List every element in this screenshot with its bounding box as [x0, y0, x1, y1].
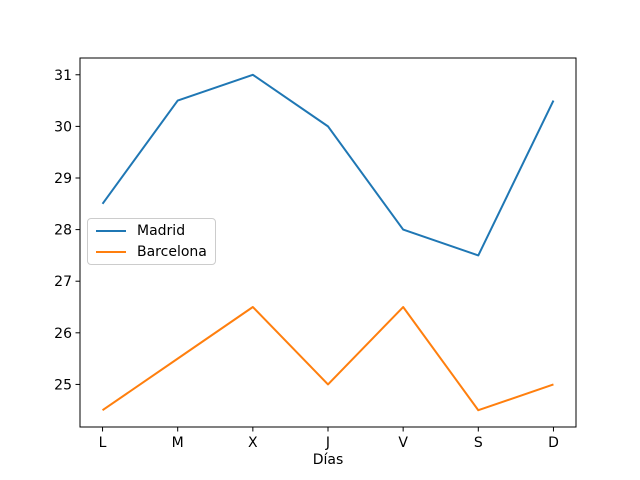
- x-tick-label: M: [172, 435, 184, 451]
- legend-label-barcelona: Barcelona: [137, 244, 207, 260]
- x-tick-label: D: [548, 435, 559, 451]
- series-line-madrid: [101, 73, 555, 257]
- legend-item-barcelona: Barcelona: [96, 244, 207, 260]
- y-tick-label: 31: [54, 68, 72, 84]
- y-tick-label: 30: [54, 119, 72, 135]
- x-tick-label: L: [99, 435, 107, 451]
- x-tick-label: X: [248, 435, 258, 451]
- y-tick-label: 29: [54, 171, 72, 187]
- legend-item-madrid: Madrid: [96, 223, 207, 239]
- y-tick-label: 27: [54, 274, 72, 290]
- y-tick-label: 26: [54, 326, 72, 342]
- x-axis-label: Días: [312, 452, 344, 468]
- x-tick-label: J: [325, 435, 330, 451]
- legend: Madrid Barcelona: [87, 218, 216, 265]
- legend-label-madrid: Madrid: [137, 223, 186, 239]
- barcelona-line-swatch: [96, 251, 126, 253]
- x-tick-label: V: [398, 435, 408, 451]
- series-line-barcelona: [101, 306, 554, 412]
- y-tick-label: 25: [54, 377, 72, 393]
- madrid-line-swatch: [96, 230, 126, 232]
- x-tick-label: S: [474, 435, 483, 451]
- y-tick-label: 28: [54, 223, 72, 239]
